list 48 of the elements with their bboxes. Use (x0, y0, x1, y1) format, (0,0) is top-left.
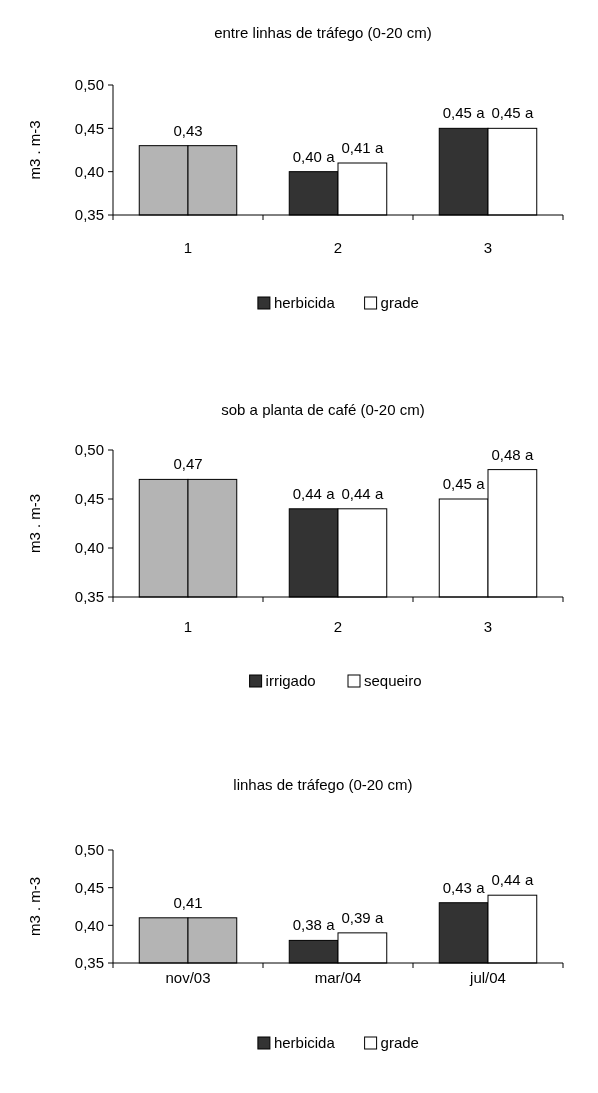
data-label: 0,44 a (491, 871, 534, 889)
x-tick-label: 1 (183, 618, 193, 635)
chart-title: sob a planta de café (0-20 cm) (221, 401, 425, 418)
x-tick-label: 2 (333, 239, 343, 256)
data-label: 0,48 a (491, 445, 534, 463)
legend-label: herbicida (273, 1034, 336, 1051)
x-tick-label: 1 (183, 239, 193, 256)
data-label: 0,45 a (442, 104, 486, 122)
x-tick-label: mar/04 (314, 969, 362, 986)
y-tick-label: 0,35 (74, 206, 104, 224)
y-axis-title: m3 . m-3 (26, 876, 43, 937)
data-label: 0,43 (173, 121, 203, 139)
data-label: 0,40 a (292, 147, 336, 165)
y-tick-label: 0,45 (74, 490, 104, 508)
x-tick-label: 3 (483, 239, 493, 256)
x-tick-label: 2 (333, 618, 343, 635)
x-tick-label: 3 (483, 618, 493, 635)
y-tick-label: 0,40 (74, 162, 104, 180)
x-tick-label: nov/03 (165, 969, 211, 986)
legend-label: sequeiro (364, 672, 422, 689)
y-axis-title: m3 . m-3 (26, 493, 43, 554)
data-label: 0,41 a (341, 139, 384, 156)
data-label: 0,38 a (292, 916, 336, 934)
chart-title: entre linhas de tráfego (0-20 cm) (214, 24, 432, 41)
y-tick-label: 0,45 (74, 878, 104, 896)
data-label: 0,47 (173, 455, 203, 473)
y-tick-label: 0,50 (74, 441, 104, 459)
y-axis-title: m3 . m-3 (26, 120, 43, 180)
data-label: 0,39 a (341, 908, 384, 926)
data-label: 0,45 a (491, 104, 534, 122)
y-tick-label: 0,40 (74, 916, 104, 934)
y-tick-label: 0,40 (74, 539, 104, 557)
chart-title: linhas de tráfego (0-20 cm) (233, 776, 413, 793)
data-label: 0,45 a (442, 475, 486, 492)
data-label: 0,41 (173, 893, 203, 911)
legend-label: grade (380, 1034, 419, 1051)
y-tick-label: 0,45 (74, 119, 104, 137)
x-tick-label: jul/04 (469, 969, 506, 986)
y-tick-label: 0,50 (74, 841, 104, 859)
data-label: 0,43 a (442, 878, 486, 896)
legend-label: irrigado (265, 672, 316, 689)
data-label: 0,44 a (292, 484, 336, 502)
y-tick-label: 0,35 (74, 954, 104, 972)
data-label: 0,44 a (341, 484, 384, 502)
legend-label: herbicida (273, 294, 336, 311)
y-tick-label: 0,35 (74, 588, 104, 606)
legend-label: grade (380, 294, 419, 311)
y-tick-label: 0,50 (74, 76, 104, 94)
